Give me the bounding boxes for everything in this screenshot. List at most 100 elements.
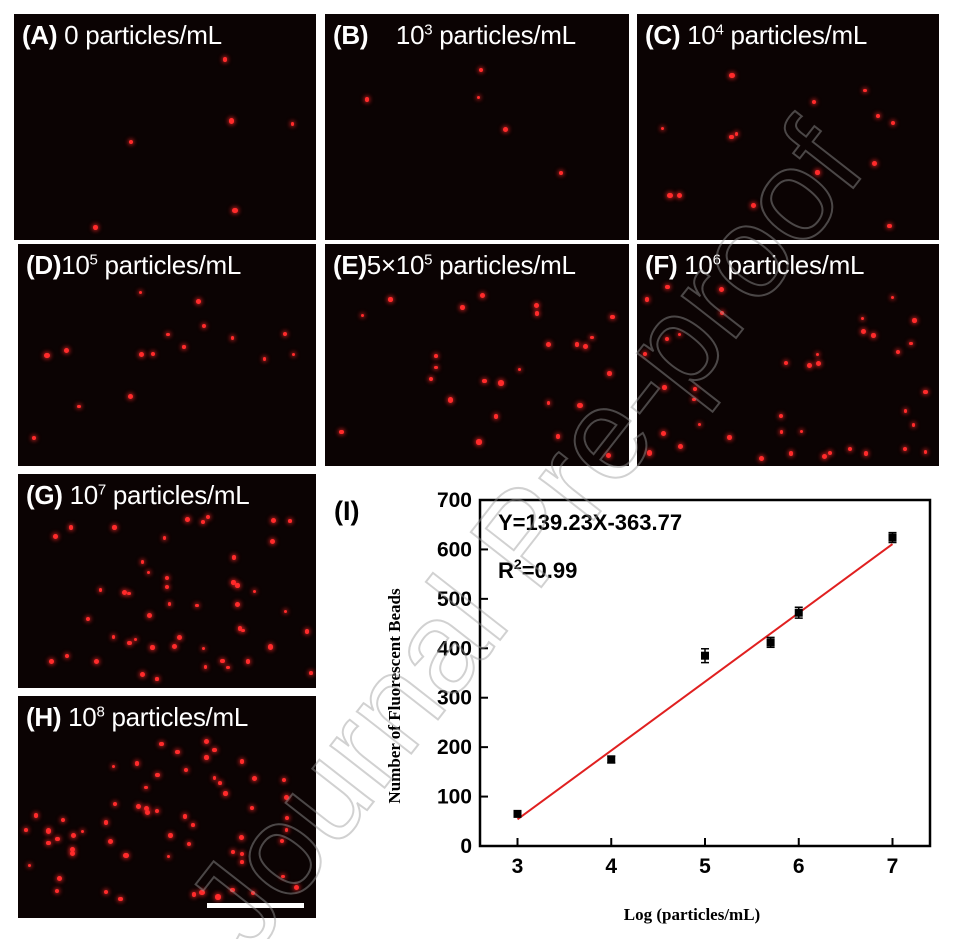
fluorescent-bead — [196, 298, 202, 304]
fluorescent-bead — [270, 538, 276, 545]
fluorescent-bead — [665, 337, 670, 342]
fluorescent-bead — [60, 817, 65, 823]
fluorescent-bead — [433, 353, 438, 358]
fluorescent-bead — [212, 747, 217, 753]
fluorescent-bead — [339, 429, 344, 435]
fluorescent-bead — [69, 851, 75, 857]
fluorescent-bead — [215, 894, 221, 900]
fluorescent-bead — [64, 654, 70, 659]
fluorescent-bead — [875, 114, 880, 119]
fluorescent-bead — [729, 134, 734, 139]
panel-label: (H) 108 particles/mL — [26, 702, 248, 732]
fluorescent-bead — [86, 617, 91, 622]
fluorescent-bead — [646, 450, 652, 456]
fluorescent-bead — [168, 833, 174, 838]
panel-b: (B) 103 particles/mL — [325, 14, 629, 240]
fluorescent-bead — [871, 333, 876, 338]
panel-label: (C) 104 particles/mL — [645, 20, 867, 50]
x-tick-label: 5 — [699, 855, 711, 878]
fluorescent-bead — [288, 519, 292, 523]
fluorescent-bead — [482, 378, 487, 384]
fluorescent-bead — [93, 225, 99, 230]
panel-label-i: (I) — [334, 496, 359, 526]
fluorescent-bead — [788, 451, 794, 457]
fluorescent-bead — [44, 352, 50, 358]
fluorescent-bead — [164, 585, 169, 590]
fluorescent-bead — [217, 781, 222, 785]
fluorescent-bead — [45, 828, 51, 834]
panel-label: (F) 106 particles/mL — [645, 250, 865, 280]
fluorescent-bead — [574, 342, 580, 347]
fluorescent-bead — [434, 366, 438, 370]
fluorescent-bead — [697, 422, 701, 426]
calibration-chart: (I) 0 100 200 300 400 500 600 700 3 4 5 6 7 Y=139.23… — [334, 489, 932, 924]
fluorescent-bead — [234, 601, 240, 608]
panel-h: (H) 108 particles/mL — [18, 696, 316, 918]
fluorescent-bead — [821, 453, 828, 459]
fluorescent-bead — [177, 635, 183, 641]
fluorescent-bead — [480, 292, 486, 298]
fluorescent-bead — [93, 658, 99, 664]
fluorescent-bead — [364, 97, 370, 102]
fluorescent-bead — [183, 814, 188, 819]
fluorescent-bead — [643, 352, 648, 357]
data-point — [766, 638, 775, 647]
x-tick-label: 4 — [605, 855, 617, 878]
y-tick-label: 700 — [437, 489, 472, 512]
panel-f: (F) 106 particles/mL — [637, 244, 939, 466]
fluorescent-bead — [577, 403, 583, 409]
fluorescent-bead — [890, 120, 896, 126]
panel-label: (D)105 particles/mL — [26, 250, 242, 280]
fluorescent-bead — [807, 363, 813, 369]
fluorescent-bead — [223, 791, 228, 796]
fluorescent-bead — [923, 450, 928, 455]
data-point — [794, 608, 803, 617]
y-tick-label: 300 — [437, 687, 472, 710]
fluorescent-bead — [111, 635, 116, 639]
fluorescent-bead — [24, 828, 28, 833]
fluorescent-bead — [284, 815, 289, 820]
fluorescent-bead — [871, 161, 877, 167]
fluorescent-bead — [186, 841, 191, 846]
fluorescent-bead — [459, 305, 465, 311]
y-tick-label: 400 — [437, 637, 472, 660]
fluorescent-bead — [220, 658, 226, 664]
fluorescent-bead — [282, 331, 288, 337]
fluorescent-bead — [231, 580, 236, 585]
fluorescent-bead — [154, 808, 159, 813]
x-tick-label: 6 — [793, 855, 805, 878]
fluorescent-bead — [167, 602, 172, 606]
x-tick-label: 3 — [512, 855, 524, 878]
fluorescent-bead — [183, 768, 188, 773]
fluorescent-bead — [279, 838, 284, 844]
fluorescent-bead — [201, 646, 206, 650]
fluorescent-bead — [166, 854, 171, 859]
fluorescent-bead — [250, 891, 255, 896]
panel-label: (G) 107 particles/mL — [26, 480, 250, 510]
fluorescent-bead — [144, 785, 148, 790]
fluorescent-bead — [203, 665, 208, 669]
fluorescent-bead — [847, 446, 852, 452]
fluorescent-bead — [661, 431, 667, 437]
fluorescent-bead — [582, 344, 588, 350]
fluorescent-bead — [111, 765, 115, 769]
fluorescent-bead — [677, 192, 683, 198]
fluorescent-bead — [498, 380, 504, 386]
fluorescent-bead — [262, 357, 267, 361]
fluorescent-bead — [77, 404, 81, 409]
fluorescent-bead — [476, 439, 482, 445]
fluorescent-bead — [812, 99, 817, 104]
fluorescent-bead — [249, 805, 254, 810]
fluorescent-bead — [129, 139, 134, 144]
fluorescent-bead — [677, 443, 683, 449]
data-point — [888, 533, 897, 542]
fluorescent-bead — [253, 589, 257, 594]
fluorescent-bead — [251, 776, 257, 782]
fluorescent-bead — [127, 640, 132, 645]
fluorescent-bead — [162, 536, 167, 540]
fluorescent-bead — [230, 336, 234, 340]
fluorescent-bead — [199, 890, 205, 896]
panel-e: (E)5×105 particles/mL — [325, 244, 629, 466]
fluorescent-bead — [107, 838, 113, 844]
fluorescent-bead — [693, 387, 698, 391]
